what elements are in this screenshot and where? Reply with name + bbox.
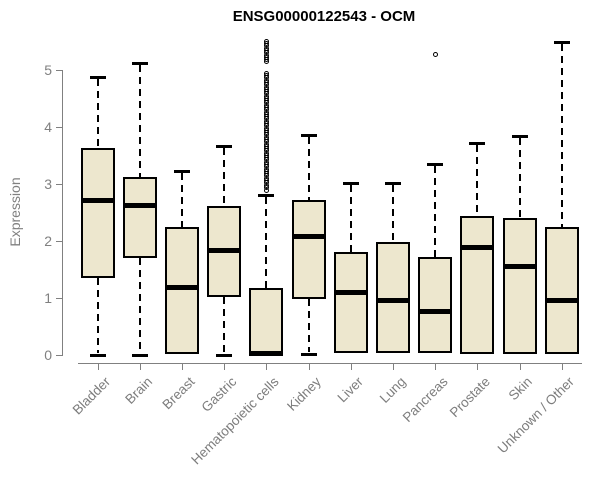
whisker-cap-bottom	[131, 354, 148, 357]
upper-whisker	[476, 144, 479, 217]
x-tick	[139, 364, 141, 370]
lower-whisker	[223, 296, 226, 353]
whisker-cap-top	[216, 145, 233, 149]
x-tick	[308, 364, 310, 370]
outlier-point	[433, 52, 439, 58]
upper-whisker	[223, 148, 226, 206]
upper-whisker	[265, 196, 268, 289]
x-category-label: Gastric	[198, 374, 240, 415]
y-tick	[56, 355, 62, 356]
whisker-cap-top	[511, 135, 528, 139]
box	[164, 226, 199, 354]
x-category-label: Pancreas	[399, 374, 451, 425]
chart-title: ENSG00000122543 - OCM	[232, 8, 416, 25]
upper-whisker	[180, 173, 183, 227]
box	[375, 242, 410, 353]
lower-whisker	[96, 278, 99, 353]
median-line	[502, 264, 537, 270]
box	[502, 217, 537, 355]
x-category-label: Lung	[376, 374, 409, 406]
x-category-label: Liver	[335, 374, 367, 406]
x-category-label: Kidney	[284, 374, 325, 414]
x-tick	[477, 364, 479, 370]
y-axis-label: Expression	[7, 177, 23, 247]
box	[418, 256, 453, 353]
whisker-cap-top	[300, 133, 317, 137]
upper-whisker	[560, 44, 563, 227]
upper-whisker	[96, 79, 99, 148]
x-category-label: Skin	[505, 374, 536, 404]
upper-whisker	[349, 185, 352, 252]
whisker-cap-top	[131, 62, 148, 66]
y-tick	[56, 241, 62, 242]
median-line	[544, 298, 579, 304]
x-tick	[224, 364, 226, 370]
y-axis-line	[62, 70, 63, 356]
box	[80, 147, 115, 279]
y-tick-label: 0	[44, 347, 52, 363]
box	[333, 251, 368, 353]
whisker-cap-bottom	[216, 354, 233, 357]
box	[249, 288, 284, 355]
x-category-label: Bladder	[69, 374, 114, 418]
median-line	[333, 290, 368, 296]
median-line	[460, 245, 495, 251]
outlier-point	[264, 59, 270, 65]
y-tick-label: 5	[44, 62, 52, 78]
whisker-cap-top	[469, 141, 486, 145]
median-line	[249, 350, 284, 356]
x-category-label: Unknown / Other	[495, 374, 578, 457]
x-tick	[181, 364, 183, 370]
x-category-label: Prostate	[446, 374, 493, 421]
upper-whisker	[138, 65, 141, 177]
y-tick	[56, 70, 62, 71]
outlier-point	[264, 188, 270, 194]
x-tick	[97, 364, 99, 370]
y-tick-label: 3	[44, 176, 52, 192]
y-tick	[56, 127, 62, 128]
whisker-cap-bottom	[300, 352, 317, 356]
x-category-label: Breast	[159, 374, 198, 413]
x-tick	[350, 364, 352, 370]
x-category-label: Brain	[122, 374, 156, 407]
x-tick	[266, 364, 268, 370]
y-tick	[56, 184, 62, 185]
y-tick-label: 2	[44, 233, 52, 249]
whisker-cap-top	[553, 41, 570, 45]
median-line	[122, 203, 157, 209]
whisker-cap-top	[258, 193, 275, 197]
y-tick-label: 1	[44, 290, 52, 306]
box	[544, 226, 579, 355]
y-tick-label: 4	[44, 119, 52, 135]
box	[460, 216, 495, 355]
upper-whisker	[434, 166, 437, 257]
box	[122, 176, 157, 259]
x-axis-line	[78, 363, 582, 364]
y-tick	[56, 298, 62, 299]
x-tick	[435, 364, 437, 370]
whisker-cap-bottom	[89, 354, 106, 357]
upper-whisker	[518, 138, 521, 218]
median-line	[207, 247, 242, 253]
box	[291, 199, 326, 299]
lower-whisker	[138, 258, 141, 353]
whisker-cap-top	[427, 163, 444, 167]
x-tick	[519, 364, 521, 370]
x-tick	[392, 364, 394, 370]
whisker-cap-top	[173, 170, 190, 174]
whisker-cap-top	[342, 182, 359, 186]
whisker-cap-top	[89, 76, 106, 80]
median-line	[80, 197, 115, 203]
median-line	[164, 285, 199, 291]
median-line	[418, 309, 453, 315]
whisker-cap-top	[384, 182, 401, 186]
median-line	[375, 297, 410, 303]
upper-whisker	[307, 136, 310, 200]
upper-whisker	[391, 185, 394, 243]
median-line	[291, 233, 326, 239]
x-tick	[561, 364, 563, 370]
lower-whisker	[307, 298, 310, 352]
